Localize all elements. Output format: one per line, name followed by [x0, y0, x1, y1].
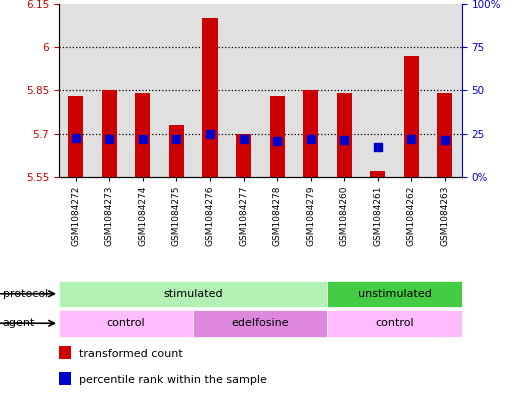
- Point: [139, 135, 147, 141]
- Bar: [438, 93, 452, 177]
- Bar: [203, 18, 218, 177]
- Bar: [102, 90, 117, 177]
- Point: [307, 136, 315, 143]
- Point: [340, 137, 348, 143]
- Bar: [428, 4, 462, 177]
- Text: edelfosine: edelfosine: [231, 318, 289, 328]
- Bar: [126, 4, 160, 177]
- Bar: [68, 96, 83, 177]
- Bar: [59, 4, 92, 177]
- Bar: [361, 4, 394, 177]
- Bar: [303, 90, 318, 177]
- Bar: [193, 310, 327, 336]
- Point: [105, 136, 113, 142]
- Bar: [327, 310, 462, 336]
- Text: agent: agent: [3, 318, 35, 328]
- Bar: [236, 134, 251, 177]
- Point: [373, 143, 382, 150]
- Point: [273, 138, 281, 144]
- Bar: [59, 346, 71, 359]
- Bar: [169, 125, 184, 177]
- Bar: [59, 281, 327, 307]
- Bar: [59, 310, 193, 336]
- Bar: [327, 281, 462, 307]
- Point: [407, 136, 416, 142]
- Bar: [337, 93, 352, 177]
- Text: percentile rank within the sample: percentile rank within the sample: [79, 375, 267, 385]
- Point: [172, 136, 181, 142]
- Bar: [404, 56, 419, 177]
- Text: control: control: [376, 318, 414, 328]
- Point: [72, 135, 80, 141]
- Bar: [370, 171, 385, 177]
- Bar: [327, 4, 361, 177]
- Text: unstimulated: unstimulated: [358, 289, 431, 299]
- Bar: [260, 4, 294, 177]
- Bar: [394, 4, 428, 177]
- Bar: [92, 4, 126, 177]
- Bar: [160, 4, 193, 177]
- Text: transformed count: transformed count: [79, 349, 183, 359]
- Bar: [227, 4, 260, 177]
- Bar: [59, 372, 71, 385]
- Point: [441, 137, 449, 143]
- Text: control: control: [107, 318, 145, 328]
- Bar: [294, 4, 327, 177]
- Text: stimulated: stimulated: [164, 289, 223, 299]
- Text: protocol: protocol: [3, 289, 48, 299]
- Point: [206, 130, 214, 137]
- Point: [240, 136, 248, 143]
- Bar: [135, 93, 150, 177]
- Bar: [269, 96, 285, 177]
- Bar: [193, 4, 227, 177]
